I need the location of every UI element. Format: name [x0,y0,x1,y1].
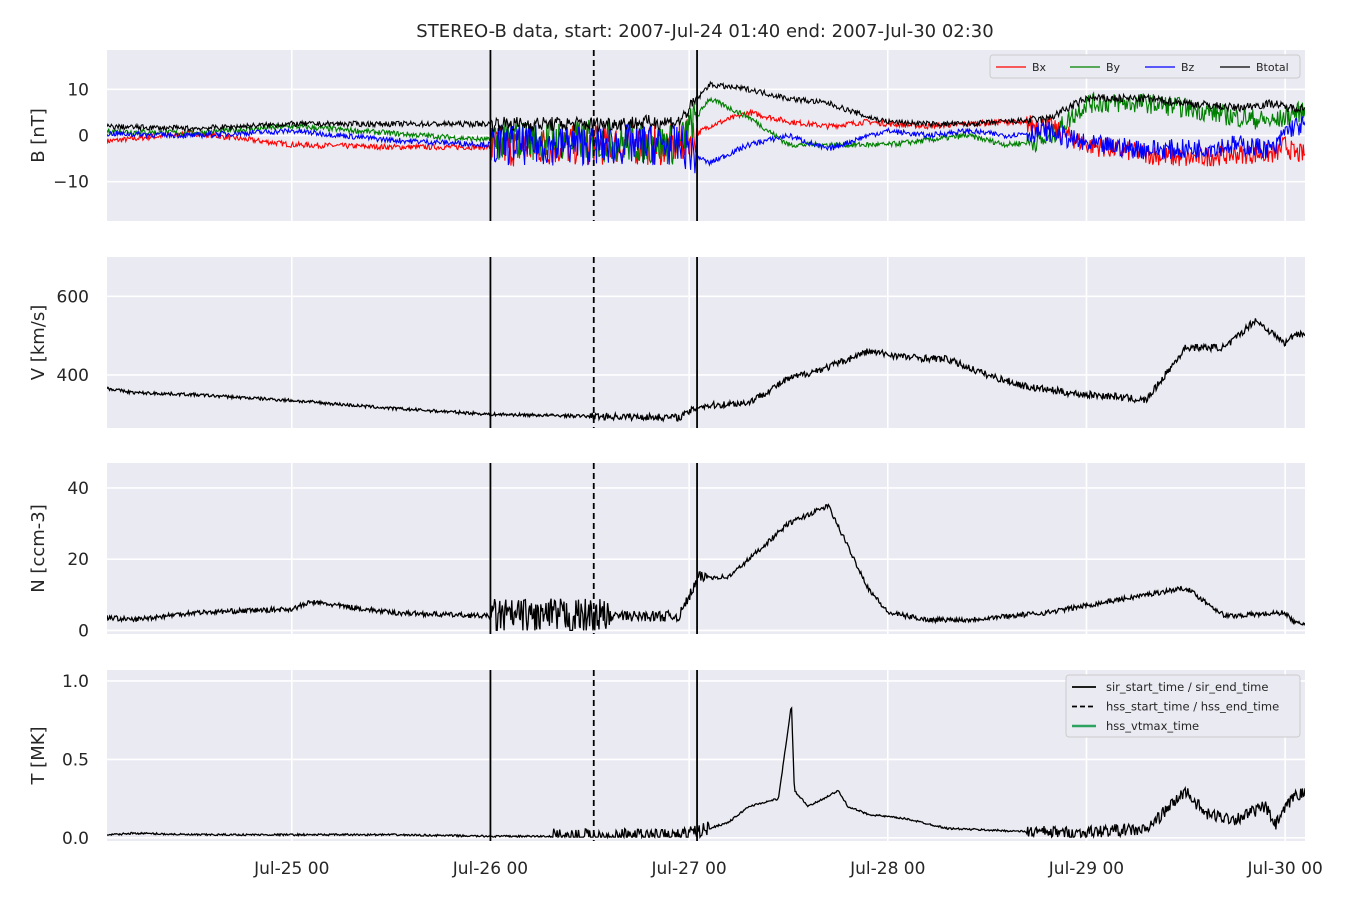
y-tick-label: 600 [57,287,89,307]
series-line-bz [107,115,1305,174]
chart-title: STEREO-B data, start: 2007-Jul-24 01:40 … [416,21,993,42]
y-tick-label: 40 [67,479,89,499]
legend-label-btotal: Btotal [1256,61,1289,74]
series-line-btotal [107,80,1305,134]
y-tick-label: 1.0 [62,672,89,692]
y-axis-label: T [MK] [28,726,49,785]
y-tick-label: 20 [67,550,89,570]
legend-frame [1065,674,1301,738]
series-line-v [107,318,1305,423]
series-line-t [107,706,1305,840]
series-line-n [107,503,1305,632]
panel-background [107,257,1305,428]
x-tick-label: Jul-30 00 [1246,859,1322,879]
x-tick-label: Jul-26 00 [452,859,528,879]
panel-n: 0 20 40 N [ccm-3] [28,463,1305,641]
y-tick-label: 0 [78,127,89,147]
x-tick-label: Jul-28 00 [849,859,925,879]
t-legend: sir_start_time / sir_end_time hss_start_t… [1065,674,1301,738]
y-axis-label: B [nT] [28,108,49,163]
y-tick-label: 400 [57,366,89,386]
legend-label-0: sir_start_time / sir_end_time [1106,680,1268,694]
series-group [107,706,1305,840]
legend-label-2: hss_vtmax_time [1106,719,1199,733]
y-tick-label: 10 [67,80,89,100]
y-tick-label: −10 [53,173,89,193]
legend-label-bz: Bz [1181,61,1195,74]
series-group [107,80,1305,174]
b-legend: Bx By Bz Btotal [989,54,1301,79]
x-tick-label: Jul-25 00 [253,859,329,879]
x-tick-label: Jul-27 00 [650,859,726,879]
series-group [107,503,1305,632]
y-tick-label: 0.5 [62,750,89,770]
panel-v: 400 600 V [km/s] [28,257,1305,428]
y-axis-label: N [ccm-3] [28,504,49,593]
legend-label-bx: Bx [1032,61,1047,74]
y-axis-label: V [km/s] [28,305,49,380]
y-tick-label: 0.0 [62,829,89,849]
series-line-bx [107,108,1305,167]
legend-label-1: hss_start_time / hss_end_time [1106,700,1279,714]
y-tick-label: 0 [78,621,89,641]
legend-label-by: By [1106,61,1121,74]
series-line-by [107,91,1305,165]
series-group [107,318,1305,423]
x-tick-label: Jul-29 00 [1048,859,1124,879]
